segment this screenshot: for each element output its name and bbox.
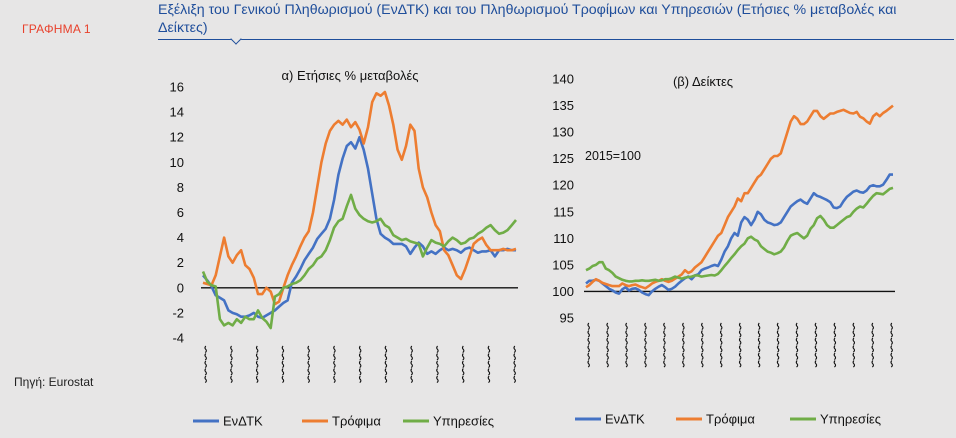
x-tick-label — [644, 322, 647, 368]
legend-item: Τρόφιμα — [676, 412, 755, 427]
y-tick-label: 4 — [177, 230, 184, 245]
y-tick-label: 10 — [170, 155, 184, 170]
x-tick-label — [487, 345, 491, 384]
chart-title: α) Ετήσιες % μεταβολές — [281, 68, 418, 83]
chart-indices: (β) Δείκτες 2015=100 140 135 130 125 120 115 110… — [552, 72, 895, 427]
y-tick-label: 14 — [170, 105, 184, 120]
y-tick-label: 115 — [553, 204, 574, 219]
series-line-3 — [585, 186, 894, 283]
y-tick-label: -2 — [172, 305, 184, 320]
y-tick-label: 135 — [552, 98, 574, 113]
legend-label: Υπηρεσίες — [820, 412, 881, 427]
y-tick-label: -4 — [172, 331, 184, 346]
legend-item: Υπηρεσίες — [790, 412, 881, 427]
x-tick-label — [757, 322, 761, 368]
chart-annotation: 2015=100 — [585, 149, 641, 163]
x-tick-label — [281, 345, 285, 384]
x-tick-label — [776, 322, 780, 368]
y-tick-label: 12 — [170, 130, 184, 145]
x-tick-label — [720, 322, 723, 368]
y-tick-label: 130 — [552, 125, 574, 140]
legend-label: ΕνΔΤΚ — [605, 412, 645, 427]
legend-label: Τρόφιμα — [706, 412, 755, 427]
x-tick-label — [814, 322, 818, 368]
x-tick-label — [625, 322, 628, 368]
y-tick-label: 0 — [177, 280, 184, 295]
x-tick-label — [852, 322, 856, 368]
legend-item: ΕνΔΤΚ — [193, 414, 263, 429]
legend-label: ΕνΔΤΚ — [223, 414, 263, 429]
x-tick-label — [890, 322, 893, 368]
y-tick-label: 110 — [553, 231, 574, 246]
y-tick-label: 120 — [552, 178, 574, 193]
x-tick-label — [606, 322, 609, 368]
page-title: Εξέλιξη του Γενικού Πληθωρισμού (ΕνΔΤΚ) … — [158, 2, 897, 36]
x-tick-label — [307, 345, 310, 384]
figure-label: ΓΡΑΦΗΜΑ 1 — [22, 22, 91, 36]
series-line-1 — [202, 135, 516, 320]
x-tick-label — [738, 322, 742, 368]
legend-item: Υπηρεσίες — [403, 414, 494, 429]
title-divider — [158, 39, 954, 40]
y-tick-label: 100 — [552, 284, 574, 299]
x-tick-label — [436, 345, 439, 384]
x-tick-label — [833, 322, 837, 368]
series-line-2 — [202, 90, 517, 306]
x-tick-label — [587, 322, 590, 368]
y-tick-label: 2 — [177, 255, 184, 270]
y-tick-label: 16 — [170, 80, 184, 95]
source-label: Πηγή: Eurostat — [14, 375, 94, 389]
chart-title: (β) Δείκτες — [673, 74, 733, 89]
legend-item: Τρόφιμα — [302, 414, 381, 429]
y-tick-label: 125 — [552, 151, 574, 166]
y-tick-label: 140 — [552, 72, 574, 87]
x-tick-label — [358, 345, 362, 384]
series-line-1 — [585, 173, 893, 297]
x-tick-label — [204, 345, 207, 384]
x-tick-label — [871, 322, 874, 368]
legend-label: Υπηρεσίες — [433, 414, 494, 429]
legend-label: Τρόφιμα — [332, 414, 381, 429]
legend-item: ΕνΔΤΚ — [575, 412, 645, 427]
x-tick-label — [461, 345, 465, 384]
x-tick-label — [795, 322, 799, 368]
chart-annual-changes: α) Ετήσιες % μεταβολές 16 14 12 10 8 6 4 2 0 -2 -4 Ε… — [170, 68, 518, 429]
x-tick-label — [410, 345, 413, 384]
y-tick-label: 6 — [177, 205, 184, 220]
series-line-2 — [585, 104, 894, 290]
x-tick-label — [333, 345, 336, 384]
series-line-3 — [201, 193, 518, 330]
y-tick-label: 8 — [177, 180, 184, 195]
x-tick-label — [513, 345, 516, 384]
x-tick-label — [384, 345, 388, 384]
x-tick-label — [682, 322, 685, 368]
main-panel: Εξέλιξη του Γενικού Πληθωρισμού (ΕνΔΤΚ) … — [138, 0, 956, 438]
left-panel: ΓΡΑΦΗΜΑ 1 Πηγή: Eurostat — [0, 0, 128, 438]
x-tick-label — [230, 345, 233, 384]
y-tick-label: 95 — [560, 311, 574, 326]
x-tick-label — [255, 345, 259, 384]
x-tick-label — [663, 322, 666, 368]
x-tick-label — [701, 322, 704, 368]
y-tick-label: 105 — [552, 257, 574, 272]
